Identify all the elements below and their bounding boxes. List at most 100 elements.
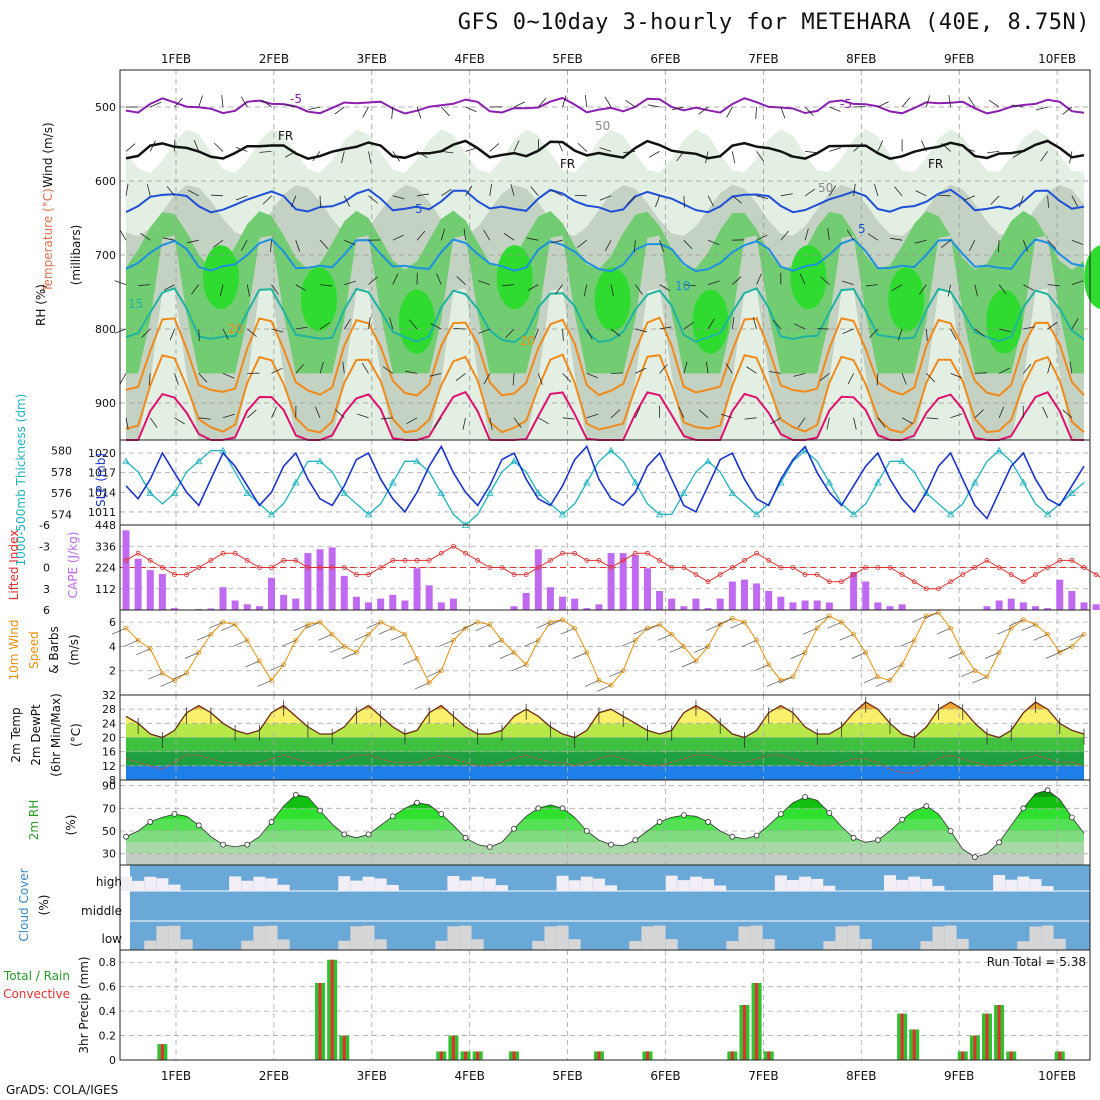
wind-barb [610, 328, 621, 337]
date-label-top: 3FEB [357, 52, 387, 66]
wind-barb [914, 239, 927, 244]
rh-marker [220, 841, 226, 848]
cape-bar [219, 587, 227, 610]
precip-convective-bar [330, 959, 334, 1060]
wind-barb [502, 284, 515, 287]
cloud-low-bar [447, 926, 460, 950]
cloud-low-bar [920, 941, 933, 950]
cape-bar [340, 575, 348, 610]
contour-label: 5 [858, 222, 866, 236]
wind-barb-10m [208, 621, 224, 629]
wind-barb [846, 229, 854, 241]
li-tick: 3 [43, 583, 50, 596]
lifted-index-marker [256, 565, 262, 570]
lifted-index-marker [499, 565, 505, 570]
wind-barb [392, 151, 400, 162]
wind-barb [829, 106, 841, 112]
wind-barb [295, 364, 304, 374]
wind-speed-marker [341, 644, 347, 649]
rh-shade-90 [888, 267, 925, 332]
wind-barb [768, 370, 781, 374]
wind-speed-marker [802, 650, 808, 655]
wind-speed-marker [499, 637, 505, 643]
wind-barb-10m [463, 621, 478, 629]
thickness-marker [316, 457, 324, 465]
cloud-high-bar [265, 878, 278, 891]
wind-barb [725, 363, 733, 374]
wind-barb [1062, 409, 1073, 419]
cape-bar [643, 568, 651, 610]
lifted-index-marker [535, 565, 541, 570]
panel-label: Speed [27, 631, 41, 669]
lifted-index-marker [705, 579, 711, 585]
wind-speed-marker [463, 625, 468, 631]
lifted-index-marker [1057, 558, 1063, 563]
wind-barb-10m [245, 660, 260, 668]
wind-barb-10m [390, 633, 406, 641]
panel-label: (m/s) [67, 634, 81, 665]
wind-barb-10m [948, 652, 963, 659]
precip-convective-bar [973, 1035, 977, 1060]
temp-tick: 24 [102, 717, 116, 730]
lifted-index-marker [305, 565, 311, 570]
cape-bar [1031, 606, 1039, 610]
wind-speed-marker [923, 613, 929, 619]
wind-barb-10m [900, 640, 915, 647]
wind-speed-marker [887, 678, 893, 683]
wind-barb [732, 195, 743, 204]
wind-barb [941, 143, 951, 152]
wind-barb [557, 140, 563, 152]
thickness-marker [267, 510, 276, 518]
wind-barb [819, 373, 830, 382]
wind-barb [635, 367, 647, 374]
wind-barb [842, 328, 854, 334]
wind-barb-10m [621, 640, 636, 647]
wind-barb [562, 95, 567, 108]
wind-barb [162, 237, 175, 241]
cape-bar [231, 600, 239, 610]
cloud-high-bar [786, 879, 799, 891]
cloud-low-bar [1053, 938, 1066, 950]
wind-speed-marker [1081, 631, 1087, 637]
panel-label: 3hr Precip (mm) [77, 956, 91, 1053]
wind-barb [513, 101, 526, 108]
rh-tick: 30 [102, 848, 116, 861]
wind-barb [271, 367, 283, 374]
wind-barb [125, 183, 129, 196]
date-label-top: 9FEB [944, 52, 974, 66]
thickness-marker [292, 478, 300, 486]
precip-convective-bar [476, 1051, 480, 1060]
cloud-low-bar [653, 925, 666, 950]
wind-speed-marker [681, 644, 687, 649]
xs-y-tick: 700 [95, 249, 116, 262]
wind-barb-10m [839, 633, 854, 641]
lifted-index-marker [584, 558, 590, 563]
wind-barb [555, 284, 563, 295]
wind-barb [647, 104, 660, 108]
temp-band [126, 723, 1084, 738]
wind-barb [926, 417, 939, 420]
lifted-index-marker [1033, 572, 1038, 577]
cloud-low-bar [956, 938, 969, 950]
cape-bar [425, 585, 433, 610]
cloud-low-bar [350, 926, 363, 950]
cape-bar [292, 598, 300, 610]
wind-speed-marker [1069, 644, 1075, 649]
wind-barb [441, 151, 454, 154]
wind-barb-10m [354, 633, 369, 641]
panel-label: 2m Temp [9, 707, 23, 762]
wind-barb [169, 328, 175, 341]
cape-bar [862, 581, 870, 610]
rh-marker [511, 825, 517, 832]
wind-barb-10m [342, 652, 357, 659]
wind-barb [489, 417, 493, 430]
wind-barb [1071, 239, 1084, 245]
rh-shade-90 [790, 245, 827, 310]
thickness-marker [510, 457, 518, 465]
cape-bar [328, 547, 336, 610]
wind-speed-marker [232, 622, 238, 627]
precip-convective-bar [742, 1005, 746, 1060]
wind-barb-10m [172, 672, 187, 680]
cape-bar [255, 606, 263, 610]
wind-barb [368, 276, 378, 285]
